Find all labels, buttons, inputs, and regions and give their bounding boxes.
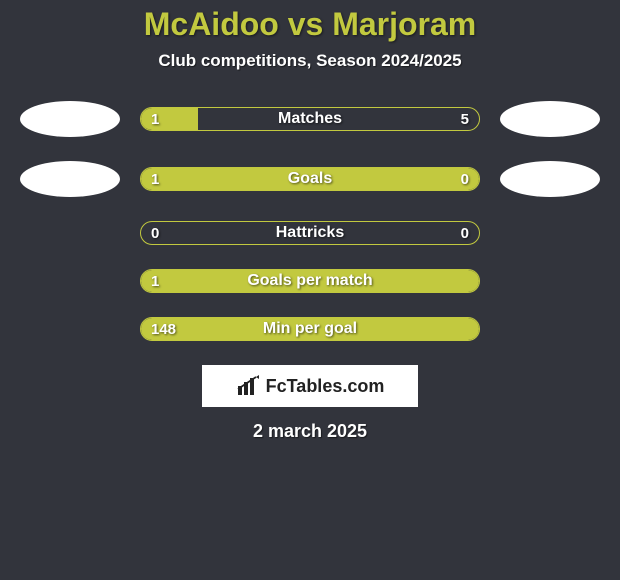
stat-row-goals: 1 Goals 0 xyxy=(0,161,620,197)
logo-text: FcTables.com xyxy=(266,376,385,397)
chart-icon xyxy=(236,375,262,397)
stat-label: Goals per match xyxy=(141,270,479,292)
stat-bar-goals: 1 Goals 0 xyxy=(140,167,480,191)
stat-bar-goals-per-match: 1 Goals per match xyxy=(140,269,480,293)
chart-container: McAidoo vs Marjoram Club competitions, S… xyxy=(0,0,620,442)
stat-label: Goals xyxy=(141,168,479,190)
logo-box: FcTables.com xyxy=(202,365,418,407)
stat-row-matches: 1 Matches 5 xyxy=(0,101,620,137)
stat-bar-hattricks: 0 Hattricks 0 xyxy=(140,221,480,245)
stat-label: Matches xyxy=(141,108,479,130)
stat-value-right: 0 xyxy=(461,168,469,190)
stat-row-hattricks: 0 Hattricks 0 xyxy=(0,221,620,245)
stat-row-goals-per-match: 1 Goals per match xyxy=(0,269,620,293)
chart-date: 2 march 2025 xyxy=(0,421,620,442)
stat-bar-matches: 1 Matches 5 xyxy=(140,107,480,131)
stat-label: Hattricks xyxy=(141,222,479,244)
page-title: McAidoo vs Marjoram xyxy=(0,6,620,43)
stat-label: Min per goal xyxy=(141,318,479,340)
player-left-avatar xyxy=(20,101,120,137)
stat-value-right: 0 xyxy=(461,222,469,244)
page-subtitle: Club competitions, Season 2024/2025 xyxy=(0,51,620,71)
player-left-avatar xyxy=(20,161,120,197)
stat-bar-min-per-goal: 148 Min per goal xyxy=(140,317,480,341)
stat-value-right: 5 xyxy=(461,108,469,130)
player-right-avatar xyxy=(500,101,600,137)
stat-row-min-per-goal: 148 Min per goal xyxy=(0,317,620,341)
player-right-avatar xyxy=(500,161,600,197)
